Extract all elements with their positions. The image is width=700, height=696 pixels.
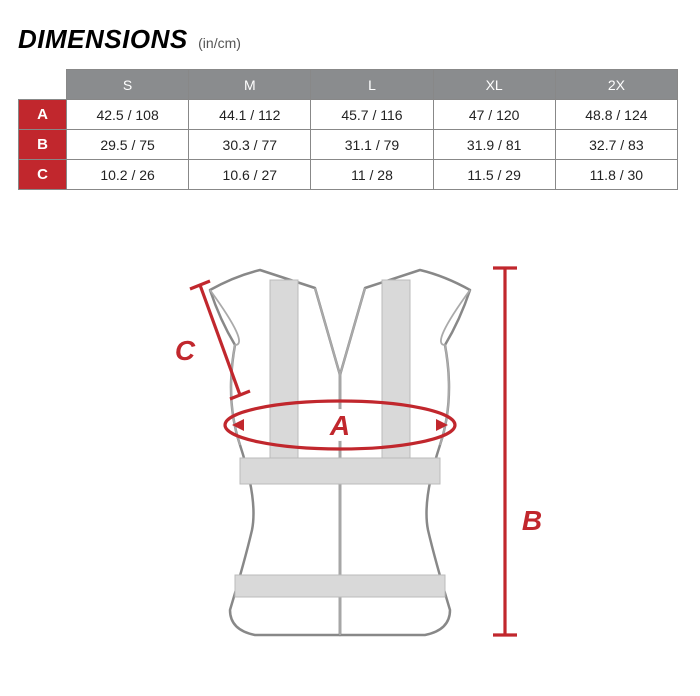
cell: 11.5 / 29: [433, 160, 555, 190]
unit-label: (in/cm): [198, 35, 241, 51]
vest-svg: A B C: [140, 230, 560, 660]
col-s: S: [67, 70, 189, 100]
stripe-vert-right: [382, 280, 410, 458]
cell: 42.5 / 108: [67, 100, 189, 130]
corner-cell: [19, 70, 67, 100]
cell: 45.7 / 116: [311, 100, 433, 130]
cell: 30.3 / 77: [189, 130, 311, 160]
neck-v: [315, 288, 365, 375]
cell: 31.9 / 81: [433, 130, 555, 160]
table-header-row: S M L XL 2X: [19, 70, 678, 100]
vest-diagram: A B C: [140, 230, 560, 660]
cell: 32.7 / 83: [555, 130, 677, 160]
col-l: L: [311, 70, 433, 100]
title-row: DIMENSIONS (in/cm): [18, 24, 682, 55]
stripe-lower: [235, 575, 445, 597]
table-row: C 10.2 / 26 10.6 / 27 11 / 28 11.5 / 29 …: [19, 160, 678, 190]
cell: 29.5 / 75: [67, 130, 189, 160]
cell: 10.6 / 27: [189, 160, 311, 190]
page-title: DIMENSIONS: [18, 24, 188, 55]
cell: 48.8 / 124: [555, 100, 677, 130]
table-row: B 29.5 / 75 30.3 / 77 31.1 / 79 31.9 / 8…: [19, 130, 678, 160]
col-2x: 2X: [555, 70, 677, 100]
dim-b-label: B: [522, 505, 542, 536]
cell: 11.8 / 30: [555, 160, 677, 190]
col-xl: XL: [433, 70, 555, 100]
cell: 11 / 28: [311, 160, 433, 190]
cell: 31.1 / 79: [311, 130, 433, 160]
dimensions-table: S M L XL 2X A 42.5 / 108 44.1 / 112 45.7…: [18, 69, 678, 190]
stripe-chest: [240, 458, 440, 484]
dim-a-label: A: [329, 410, 350, 441]
dim-c-line: [200, 285, 240, 395]
row-label-a: A: [19, 100, 67, 130]
table-row: A 42.5 / 108 44.1 / 112 45.7 / 116 47 / …: [19, 100, 678, 130]
cell: 44.1 / 112: [189, 100, 311, 130]
row-label-c: C: [19, 160, 67, 190]
cell: 47 / 120: [433, 100, 555, 130]
cell: 10.2 / 26: [67, 160, 189, 190]
row-label-b: B: [19, 130, 67, 160]
col-m: M: [189, 70, 311, 100]
dim-c-label: C: [175, 335, 196, 366]
stripe-vert-left: [270, 280, 298, 458]
